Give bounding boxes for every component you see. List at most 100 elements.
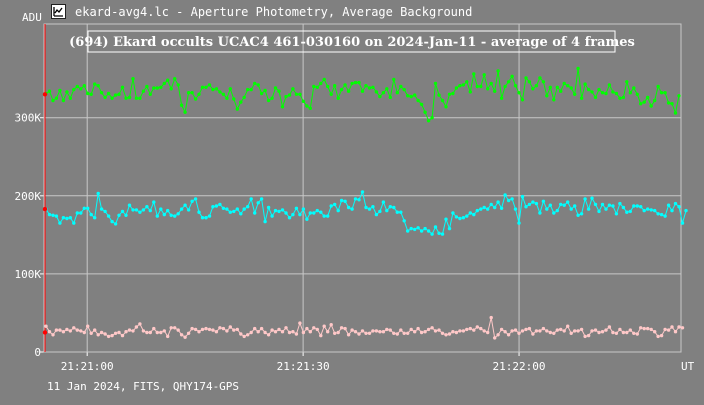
- data-point: [416, 326, 420, 331]
- data-point: [204, 85, 208, 90]
- data-point: [524, 205, 528, 209]
- data-point: [503, 193, 507, 197]
- data-point: [266, 205, 271, 210]
- data-point: [333, 331, 337, 335]
- data-point: [531, 200, 535, 204]
- x-tick-label: 21:21:30: [277, 360, 330, 373]
- data-point: [86, 91, 90, 96]
- data-point: [604, 328, 608, 332]
- data-point: [183, 203, 187, 207]
- chart-title: (694) Ekard occults UCAC4 461-030160 on …: [69, 35, 635, 50]
- data-point: [169, 87, 173, 91]
- data-point: [520, 194, 525, 199]
- data-point: [228, 325, 232, 329]
- data-point: [47, 212, 52, 217]
- data-point: [253, 211, 257, 215]
- data-point: [406, 229, 410, 233]
- data-point: [659, 91, 664, 95]
- data-point: [277, 327, 281, 332]
- data-point: [527, 202, 532, 207]
- start-marker-point: [42, 92, 48, 97]
- data-point: [259, 91, 264, 96]
- data-point: [211, 328, 215, 332]
- data-point: [388, 328, 392, 332]
- data-point: [51, 98, 55, 103]
- data-point: [263, 219, 267, 224]
- data-point: [621, 330, 626, 335]
- data-point: [562, 81, 566, 86]
- data-point: [642, 208, 646, 213]
- data-point: [569, 331, 573, 335]
- data-point: [173, 326, 177, 330]
- data-point: [322, 214, 326, 218]
- data-point: [197, 330, 201, 334]
- data-point: [430, 326, 434, 330]
- data-point: [520, 329, 525, 333]
- data-point: [79, 329, 83, 333]
- data-point: [527, 80, 532, 84]
- title-bar[interactable]: ekard-avg4.lc - Aperture Photometry, Ave…: [0, 0, 704, 24]
- data-point: [559, 202, 563, 207]
- data-point: [159, 330, 163, 335]
- data-point: [663, 327, 667, 332]
- data-point: [423, 330, 427, 334]
- data-point: [68, 216, 73, 220]
- data-point: [399, 210, 403, 214]
- data-point: [110, 96, 114, 100]
- data-point: [155, 330, 159, 335]
- data-point: [75, 84, 80, 89]
- data-point: [364, 205, 368, 210]
- data-point: [388, 205, 392, 209]
- series-line: [45, 190, 687, 235]
- data-point: [141, 329, 146, 333]
- data-point: [579, 212, 584, 216]
- data-point: [319, 210, 323, 214]
- data-point: [639, 205, 643, 209]
- data-point: [197, 92, 201, 97]
- data-point: [173, 214, 177, 218]
- data-point: [541, 80, 546, 84]
- data-point: [388, 95, 392, 100]
- data-point: [493, 205, 497, 210]
- data-point: [465, 327, 469, 332]
- data-point: [593, 328, 598, 332]
- data-point: [413, 93, 417, 97]
- chart-window-icon[interactable]: [51, 4, 66, 19]
- data-point: [326, 214, 330, 218]
- data-point: [367, 86, 372, 90]
- data-point: [475, 84, 479, 89]
- series-1: [44, 190, 688, 236]
- data-point: [395, 210, 399, 214]
- data-point: [284, 211, 288, 215]
- data-point: [103, 209, 107, 214]
- data-point: [72, 221, 76, 225]
- data-point: [301, 99, 306, 104]
- data-point: [319, 333, 323, 338]
- data-point: [253, 326, 257, 331]
- data-point: [357, 80, 361, 85]
- data-point: [454, 330, 459, 335]
- data-point: [479, 84, 483, 89]
- data-point: [256, 83, 260, 87]
- data-point: [86, 324, 90, 328]
- data-point: [72, 87, 76, 92]
- data-point: [465, 214, 469, 218]
- data-point: [353, 330, 358, 334]
- data-point: [524, 327, 528, 332]
- data-point: [409, 226, 413, 231]
- start-markers: [42, 92, 48, 335]
- data-point: [597, 209, 601, 214]
- data-point: [176, 212, 180, 216]
- data-point: [54, 214, 59, 218]
- data-point: [239, 212, 243, 216]
- data-point: [173, 77, 177, 81]
- data-point: [308, 330, 312, 334]
- data-point: [315, 327, 319, 332]
- footer-info: 11 Jan 2024, FITS, QHY174-GPS: [47, 380, 240, 393]
- data-point: [193, 97, 198, 101]
- data-point: [336, 330, 340, 335]
- data-point: [486, 207, 490, 211]
- data-point: [360, 190, 365, 194]
- data-point: [419, 330, 424, 335]
- data-point: [618, 96, 622, 100]
